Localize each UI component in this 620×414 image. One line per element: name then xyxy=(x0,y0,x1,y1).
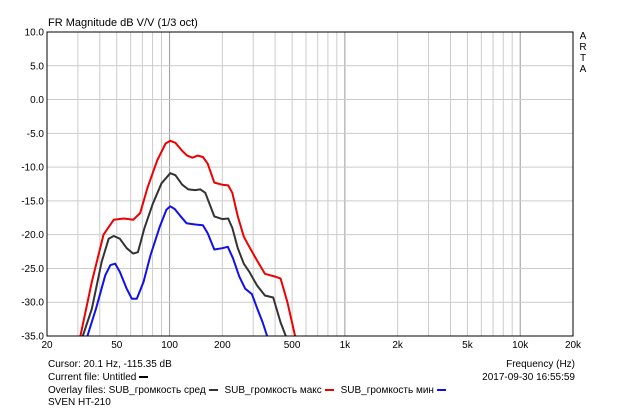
device-name: SVEN HT-210 xyxy=(48,397,111,408)
x-axis-label: Frequency (Hz) xyxy=(506,359,575,370)
y-tick-label: 5.0 xyxy=(30,61,44,72)
current-file: Current file: Untitled xyxy=(48,372,152,384)
brand-letter: A xyxy=(579,31,587,42)
current-file-line xyxy=(139,376,149,379)
x-tick-label: 10k xyxy=(512,340,529,351)
grid xyxy=(46,31,574,337)
overlay-files: Overlay files: SUB_громкость сред SUB_гр… xyxy=(48,385,450,397)
series-line xyxy=(86,205,269,336)
overlay-item: SUB_громкость сред xyxy=(108,385,206,396)
x-tick-label: 100 xyxy=(161,340,178,351)
y-tick-label: -30.0 xyxy=(21,298,44,309)
x-tick-label: 1k xyxy=(340,340,352,351)
overlay-swatch-sred xyxy=(208,389,218,392)
cursor-readout: Cursor: 20.1 Hz, -115.35 dB xyxy=(48,359,172,370)
x-tick-label: 20 xyxy=(41,340,53,351)
x-tick-label: 20k xyxy=(565,340,582,351)
x-tick-label: 50 xyxy=(111,340,123,351)
arta-brand: A R T A xyxy=(578,31,588,75)
overlay-swatch-maks xyxy=(324,389,334,392)
y-tick-label: -35.0 xyxy=(21,332,44,343)
series-layer xyxy=(79,139,297,336)
x-tick-label: 500 xyxy=(284,340,301,351)
y-tick-label: 10.0 xyxy=(25,28,45,39)
plot-frame xyxy=(46,31,574,337)
y-tick-label: -5.0 xyxy=(27,129,45,140)
y-tick-label: -20.0 xyxy=(21,230,44,241)
brand-letter: T xyxy=(579,53,587,64)
brand-letter: A xyxy=(579,64,587,75)
tick-labels: 10.0 5.0 0.0 -5.0 -10.0 -15.0 -20.0 -25.0 -30.0 -… xyxy=(21,28,582,352)
overlay-item: SUB_громкость макс xyxy=(224,385,322,396)
series-line xyxy=(79,139,297,336)
chart-title: FR Magnitude dB V/V (1/3 oct) xyxy=(48,17,198,29)
overlay-prefix: Overlay files: xyxy=(48,385,106,396)
brand-letter: R xyxy=(579,42,587,53)
y-tick-label: -25.0 xyxy=(21,264,44,275)
x-tick-label: 5k xyxy=(462,340,474,351)
overlay-item: SUB_громкость мин xyxy=(340,385,434,396)
overlay-swatch-min xyxy=(436,389,446,392)
y-tick-label: 0.0 xyxy=(30,95,44,106)
timestamp: 2017-09-30 16:55:59 xyxy=(482,372,575,383)
x-tick-label: 2k xyxy=(392,340,404,351)
series-line xyxy=(81,172,287,336)
y-tick-label: -15.0 xyxy=(21,196,44,207)
y-tick-label: -10.0 xyxy=(21,163,44,174)
x-tick-label: 200 xyxy=(214,340,231,351)
current-file-text: Current file: Untitled xyxy=(48,372,137,383)
